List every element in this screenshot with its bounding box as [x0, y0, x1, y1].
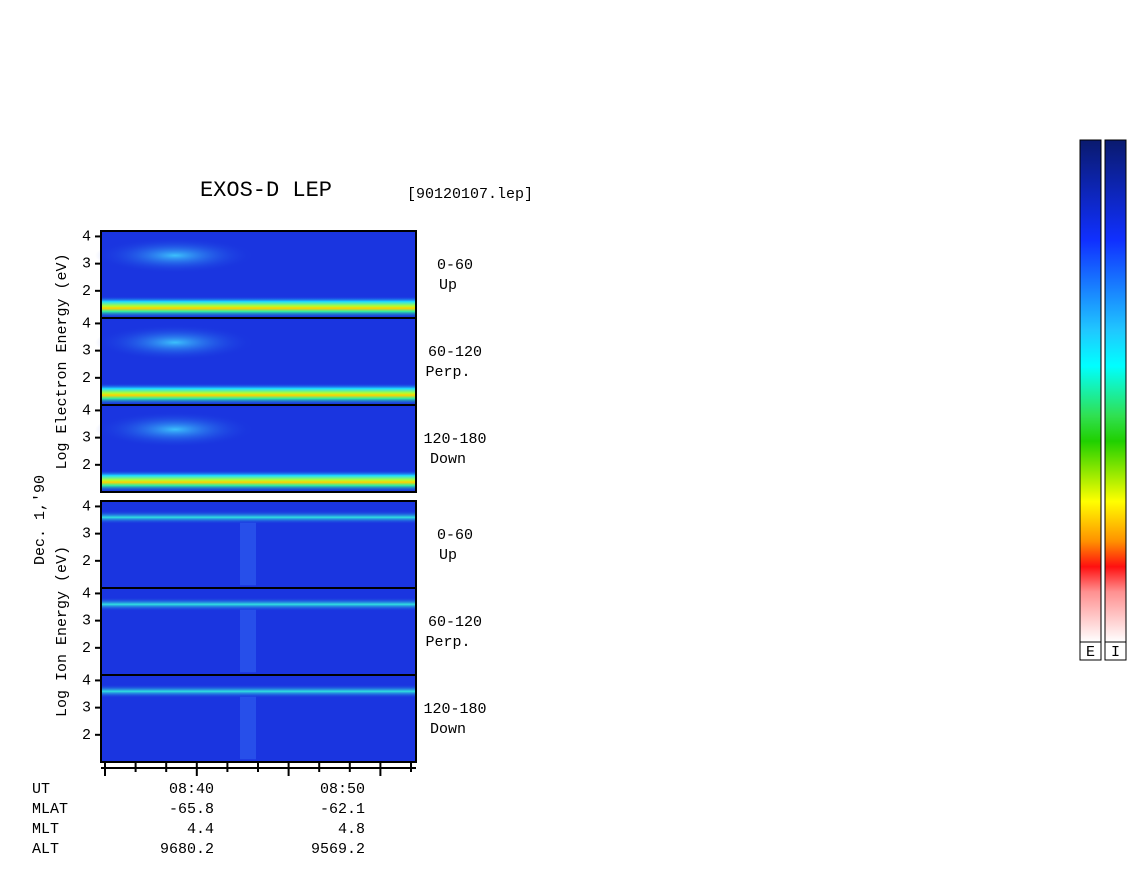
orbit-value: 9680.2 — [160, 841, 214, 858]
y-tick-label: 3 — [82, 526, 91, 543]
direction: Up — [439, 277, 457, 294]
y-tick-label: 4 — [82, 315, 91, 332]
direction: Perp. — [425, 364, 470, 381]
spectrogram-band — [240, 609, 256, 673]
spectrogram-band — [101, 296, 416, 318]
angle-range: 60-120 — [428, 344, 482, 361]
spectrogram-patch — [95, 324, 255, 361]
direction: Down — [430, 721, 466, 738]
angle-range: 0-60 — [437, 527, 473, 544]
y-tick-label: 4 — [82, 585, 91, 602]
date: Dec. 1,'90 — [32, 475, 49, 565]
y-tick-label: 4 — [82, 498, 91, 515]
direction: Perp. — [425, 634, 470, 651]
y-tick-label: 3 — [82, 700, 91, 717]
y-tick-label: 2 — [82, 283, 91, 300]
orbit-value: 4.8 — [338, 821, 365, 838]
y-axis-label: Log Electron Energy (eV) — [54, 253, 71, 469]
spectrogram-band — [101, 470, 416, 492]
spectrogram-band — [240, 696, 256, 760]
title: EXOS-D LEP — [200, 178, 332, 203]
spectrogram-band — [101, 684, 416, 699]
angle-range: 120-180 — [423, 431, 486, 448]
spectrogram-band — [240, 522, 256, 586]
orbit-label: ALT — [32, 841, 59, 858]
colorbar-label: E — [1086, 644, 1095, 661]
colorbar — [1104, 139, 1127, 643]
time-axis — [101, 762, 416, 776]
spectrogram-patch — [95, 237, 255, 274]
y-tick-label: 4 — [82, 228, 91, 245]
orbit-table: UT 08:40 08:50 MLAT -65.8 -62.1 MLT 4.4 4.8 ALT 96… — [32, 781, 365, 858]
orbit-value: 9569.2 — [311, 841, 365, 858]
file-name: [90120107.lep] — [407, 186, 533, 203]
angle-range: 120-180 — [423, 701, 486, 718]
colorbar-label: I — [1111, 644, 1120, 661]
y-tick-label: 4 — [82, 672, 91, 689]
orbit-label: MLAT — [32, 801, 68, 818]
y-tick-label: 2 — [82, 370, 91, 387]
y-axis-label: Log Ion Energy (eV) — [54, 546, 71, 717]
panel-frame — [100, 404, 417, 493]
y-tick-label: 3 — [82, 430, 91, 447]
y-tick-label: 3 — [82, 613, 91, 630]
spectrogram-band — [101, 510, 416, 525]
direction: Up — [439, 547, 457, 564]
y-tick-label: 4 — [82, 402, 91, 419]
spectrograms: Log Electron Energy (eV) 2 3 4 0-60 Up 2 3 4 60-1… — [54, 228, 487, 763]
angle-range: 0-60 — [437, 257, 473, 274]
angle-range: 60-120 — [428, 614, 482, 631]
direction: Down — [430, 451, 466, 468]
y-tick-label: 3 — [82, 343, 91, 360]
y-tick-label: 3 — [82, 256, 91, 273]
colorbar-label-box — [1104, 641, 1127, 661]
orbit-value: 4.4 — [187, 821, 214, 838]
y-tick-label: 2 — [82, 457, 91, 474]
colorbar — [1079, 139, 1102, 643]
y-tick-label: 2 — [82, 640, 91, 657]
orbit-label: MLT — [32, 821, 59, 838]
y-tick-label: 2 — [82, 727, 91, 744]
orbit-value: 08:50 — [320, 781, 365, 798]
orbit-value: -62.1 — [320, 801, 365, 818]
orbit-value: -65.8 — [169, 801, 214, 818]
spectrogram-band — [101, 383, 416, 405]
spectrogram-band — [101, 597, 416, 612]
y-tick-label: 2 — [82, 553, 91, 570]
orbit-value: 08:40 — [169, 781, 214, 798]
spectrogram-patch — [95, 411, 255, 448]
colorbar-label-box — [1079, 641, 1102, 661]
orbit-label: UT — [32, 781, 50, 798]
